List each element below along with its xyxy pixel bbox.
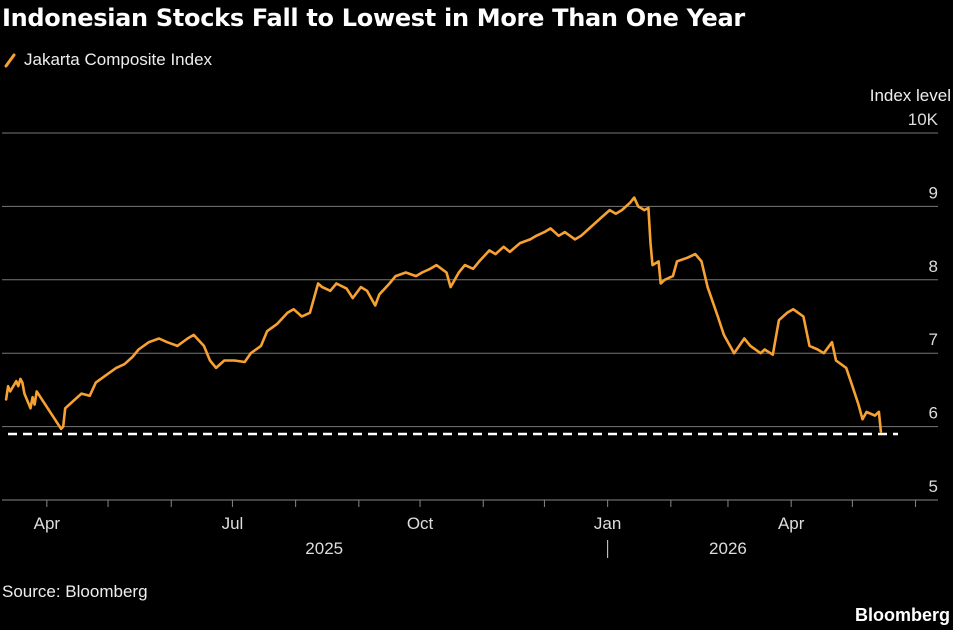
y-tick-label-4: 6 [929,404,938,423]
legend: Jakarta Composite Index [4,50,212,70]
year-label-0: 2025 [305,539,343,558]
x-tick-label-0: Apr [34,514,61,533]
x-tick-label-2: Oct [407,514,434,533]
x-tick-label-3: Jan [594,514,621,533]
y-tick-label-1: 9 [929,183,938,202]
y-tick-label-0: 10K [908,110,939,129]
y-axis-title: Index level [869,86,951,105]
x-tick-label-1: Jul [222,514,244,533]
source-note: Source: Bloomberg [2,582,148,601]
series-line-0 [4,196,883,434]
bloomberg-logo: Bloomberg [854,605,950,625]
legend-line-icon [4,51,16,69]
y-tick-label-2: 8 [929,257,938,276]
chart-title: Indonesian Stocks Fall to Lowest in More… [2,4,745,32]
y-tick-label-3: 7 [929,330,938,349]
y-tick-label-5: 5 [929,477,938,496]
year-label-1: 2026 [709,539,747,558]
x-tick-label-4: Apr [778,514,805,533]
legend-label: Jakarta Composite Index [24,50,213,69]
